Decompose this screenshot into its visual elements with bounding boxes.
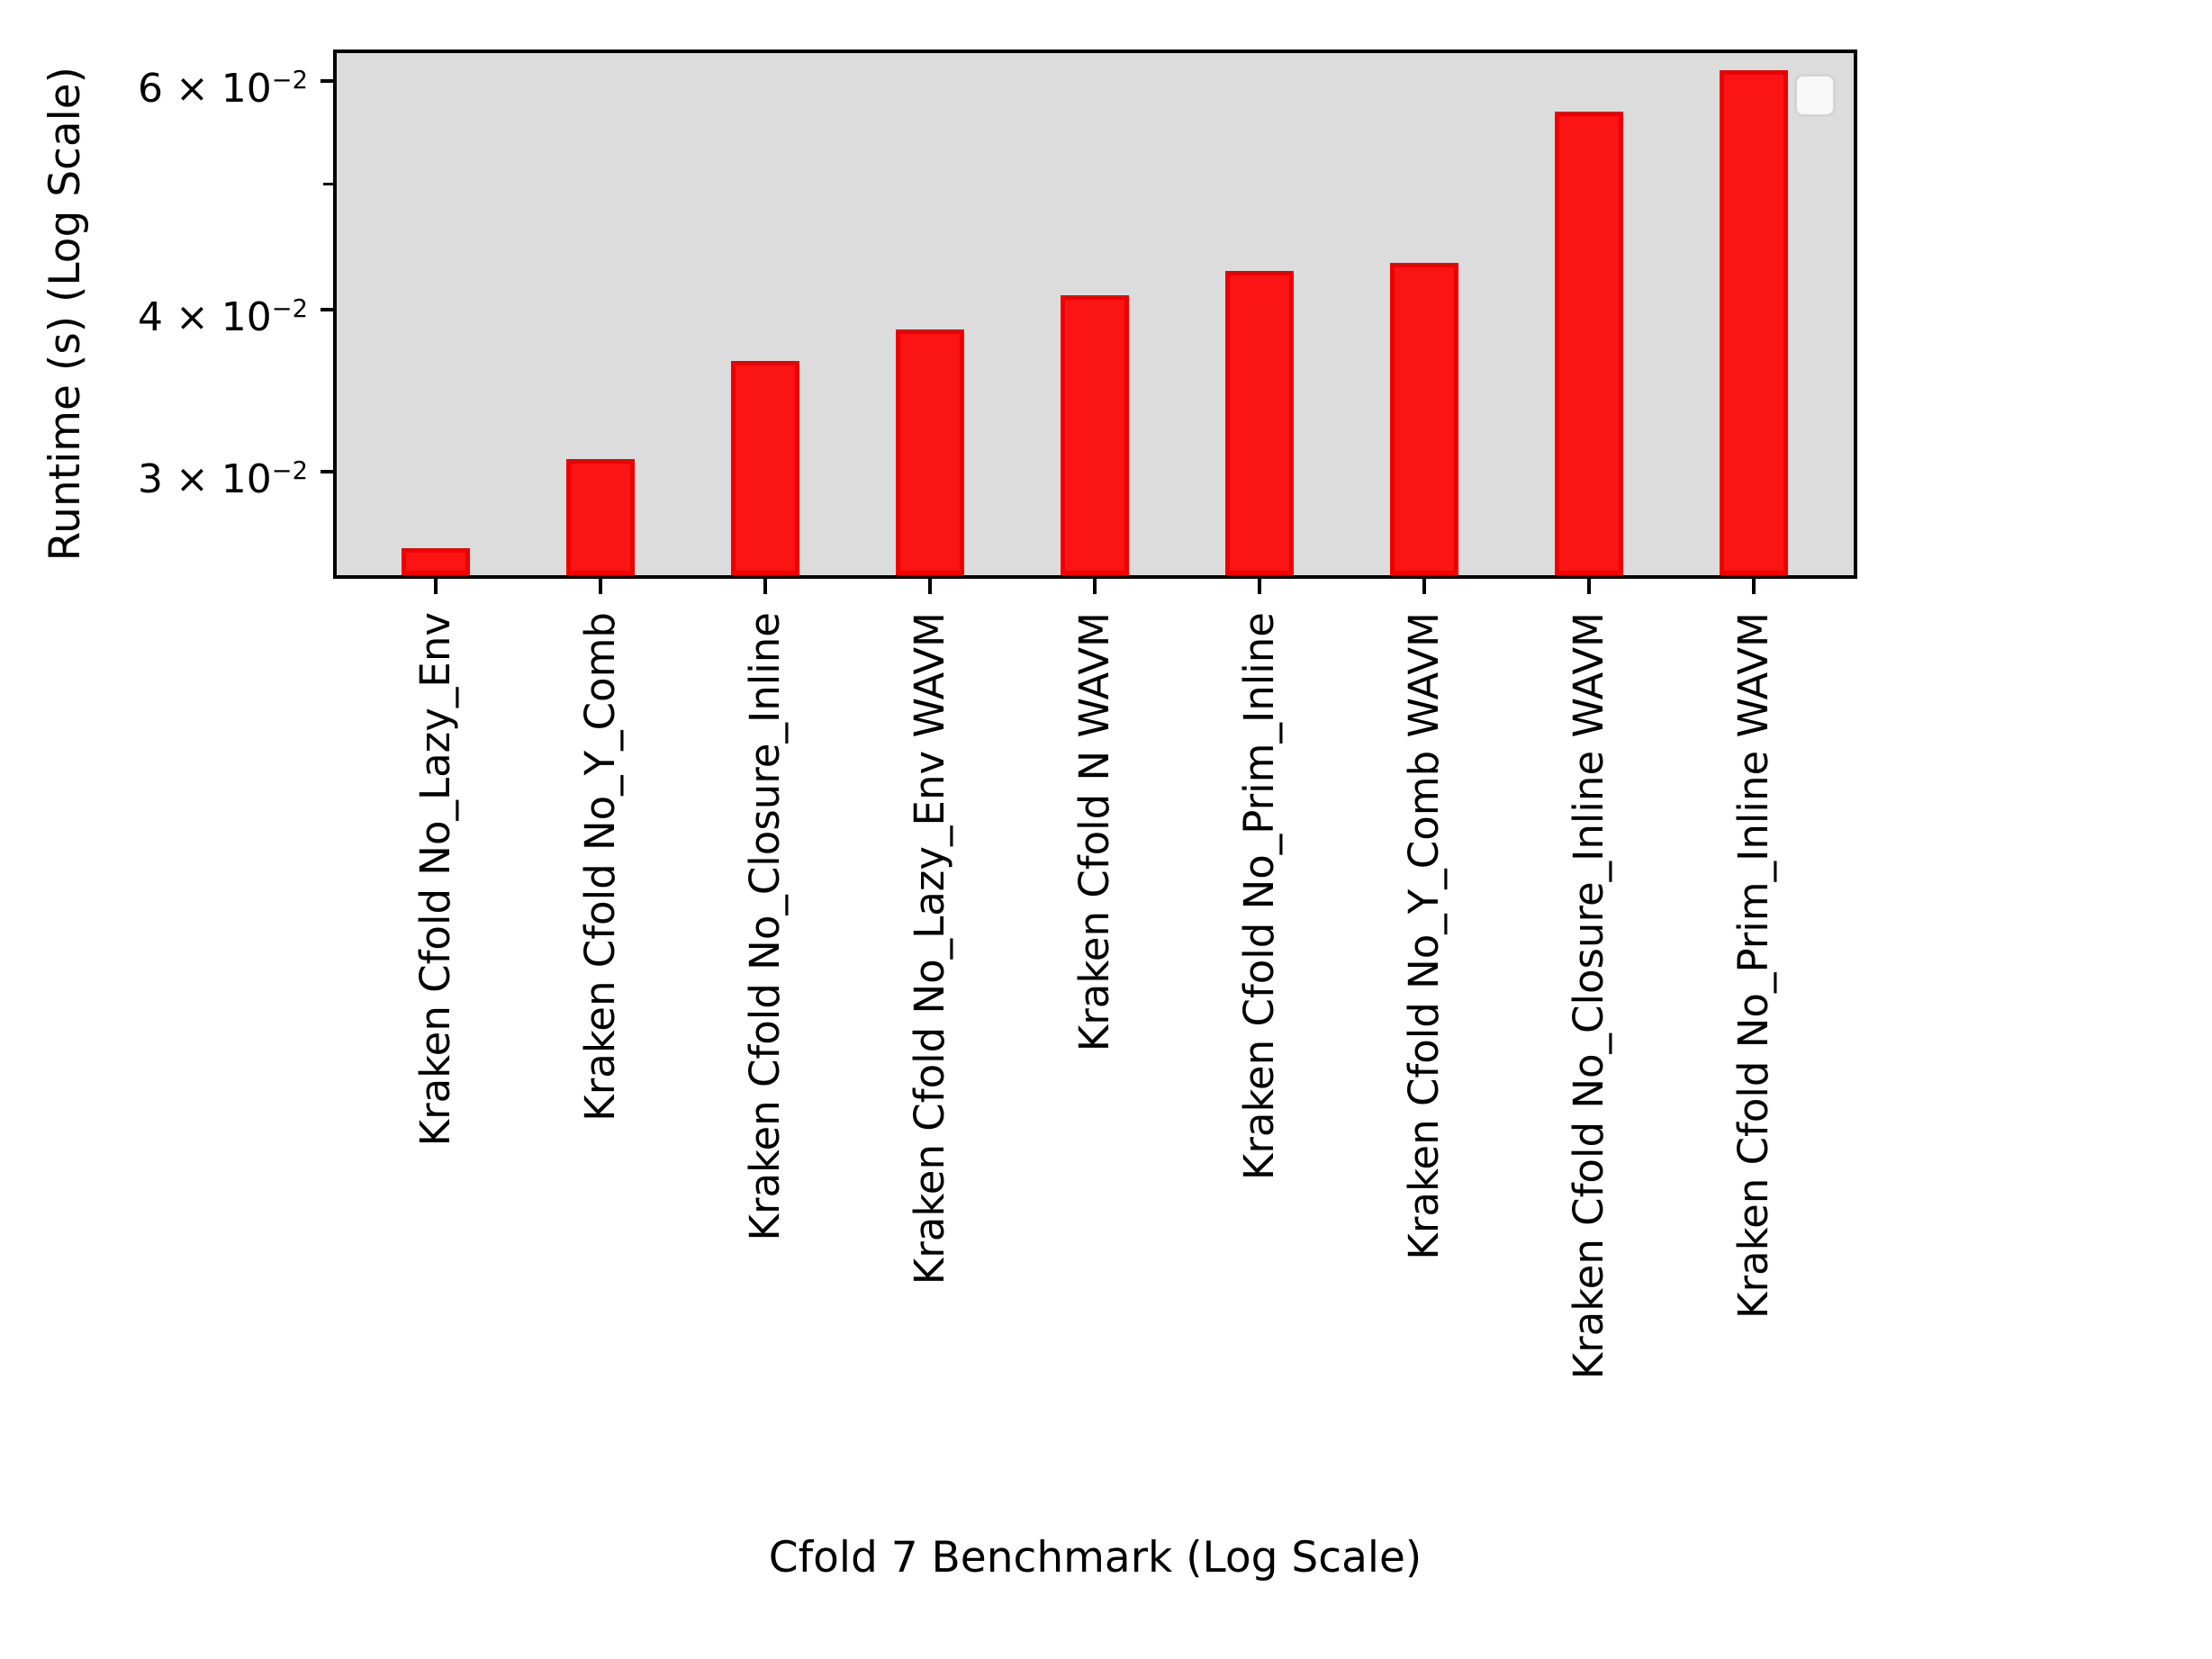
x-tick-label: Kraken Cfold No_Prim_Inline — [1235, 612, 1283, 1181]
x-tick-label: Kraken Cfold No_Lazy_Env WAVM — [906, 612, 953, 1285]
y-tick-label: 4 × 10−2 — [137, 294, 308, 340]
x-major-tick — [1587, 579, 1591, 594]
x-tick-label: Kraken Cfold No_Prim_Inline WAVM — [1729, 612, 1777, 1319]
x-tick-label: Kraken Cfold N WAVM — [1070, 612, 1118, 1052]
legend-box — [1794, 74, 1836, 117]
bar — [1390, 263, 1458, 575]
y-minor-tick — [323, 183, 333, 185]
x-tick-label: Kraken Cfold No_Closure_Inline — [741, 612, 789, 1241]
x-major-tick — [1093, 579, 1097, 594]
x-major-tick — [928, 579, 932, 594]
bar — [1720, 70, 1788, 575]
bar — [1061, 295, 1129, 575]
x-major-tick — [1422, 579, 1426, 594]
x-tick-label: Kraken Cfold No_Y_Comb WAVM — [1400, 612, 1448, 1260]
bar — [566, 459, 635, 575]
x-major-tick — [434, 579, 438, 594]
bar — [402, 548, 470, 575]
x-tick-label: Kraken Cfold No_Lazy_Env — [411, 612, 459, 1147]
x-tick-label: Kraken Cfold No_Closure_Inline WAVM — [1565, 612, 1612, 1380]
y-axis-title: Runtime (s) (Log Scale) — [40, 67, 90, 562]
x-major-tick — [1752, 579, 1756, 594]
bar — [731, 361, 799, 575]
x-major-tick — [599, 579, 602, 594]
plot-area — [333, 50, 1857, 579]
y-tick-label: 3 × 10−2 — [137, 456, 308, 502]
y-tick-exponent: −2 — [271, 457, 308, 485]
y-tick-exponent: −2 — [271, 67, 308, 95]
y-major-tick — [321, 308, 333, 311]
x-major-tick — [763, 579, 767, 594]
y-axis-title-wrap: Runtime (s) (Log Scale) — [20, 50, 110, 579]
y-tick-exponent: −2 — [271, 295, 308, 323]
bar — [1225, 271, 1294, 575]
y-major-tick — [321, 79, 333, 83]
x-major-tick — [1258, 579, 1261, 594]
bar — [896, 329, 964, 575]
y-tick-label: 6 × 10−2 — [137, 66, 308, 112]
x-tick-label: Kraken Cfold No_Y_Comb — [576, 612, 624, 1122]
x-axis-title: Cfold 7 Benchmark (Log Scale) — [768, 1533, 1422, 1582]
y-major-tick — [321, 470, 333, 473]
bar — [1555, 112, 1623, 575]
